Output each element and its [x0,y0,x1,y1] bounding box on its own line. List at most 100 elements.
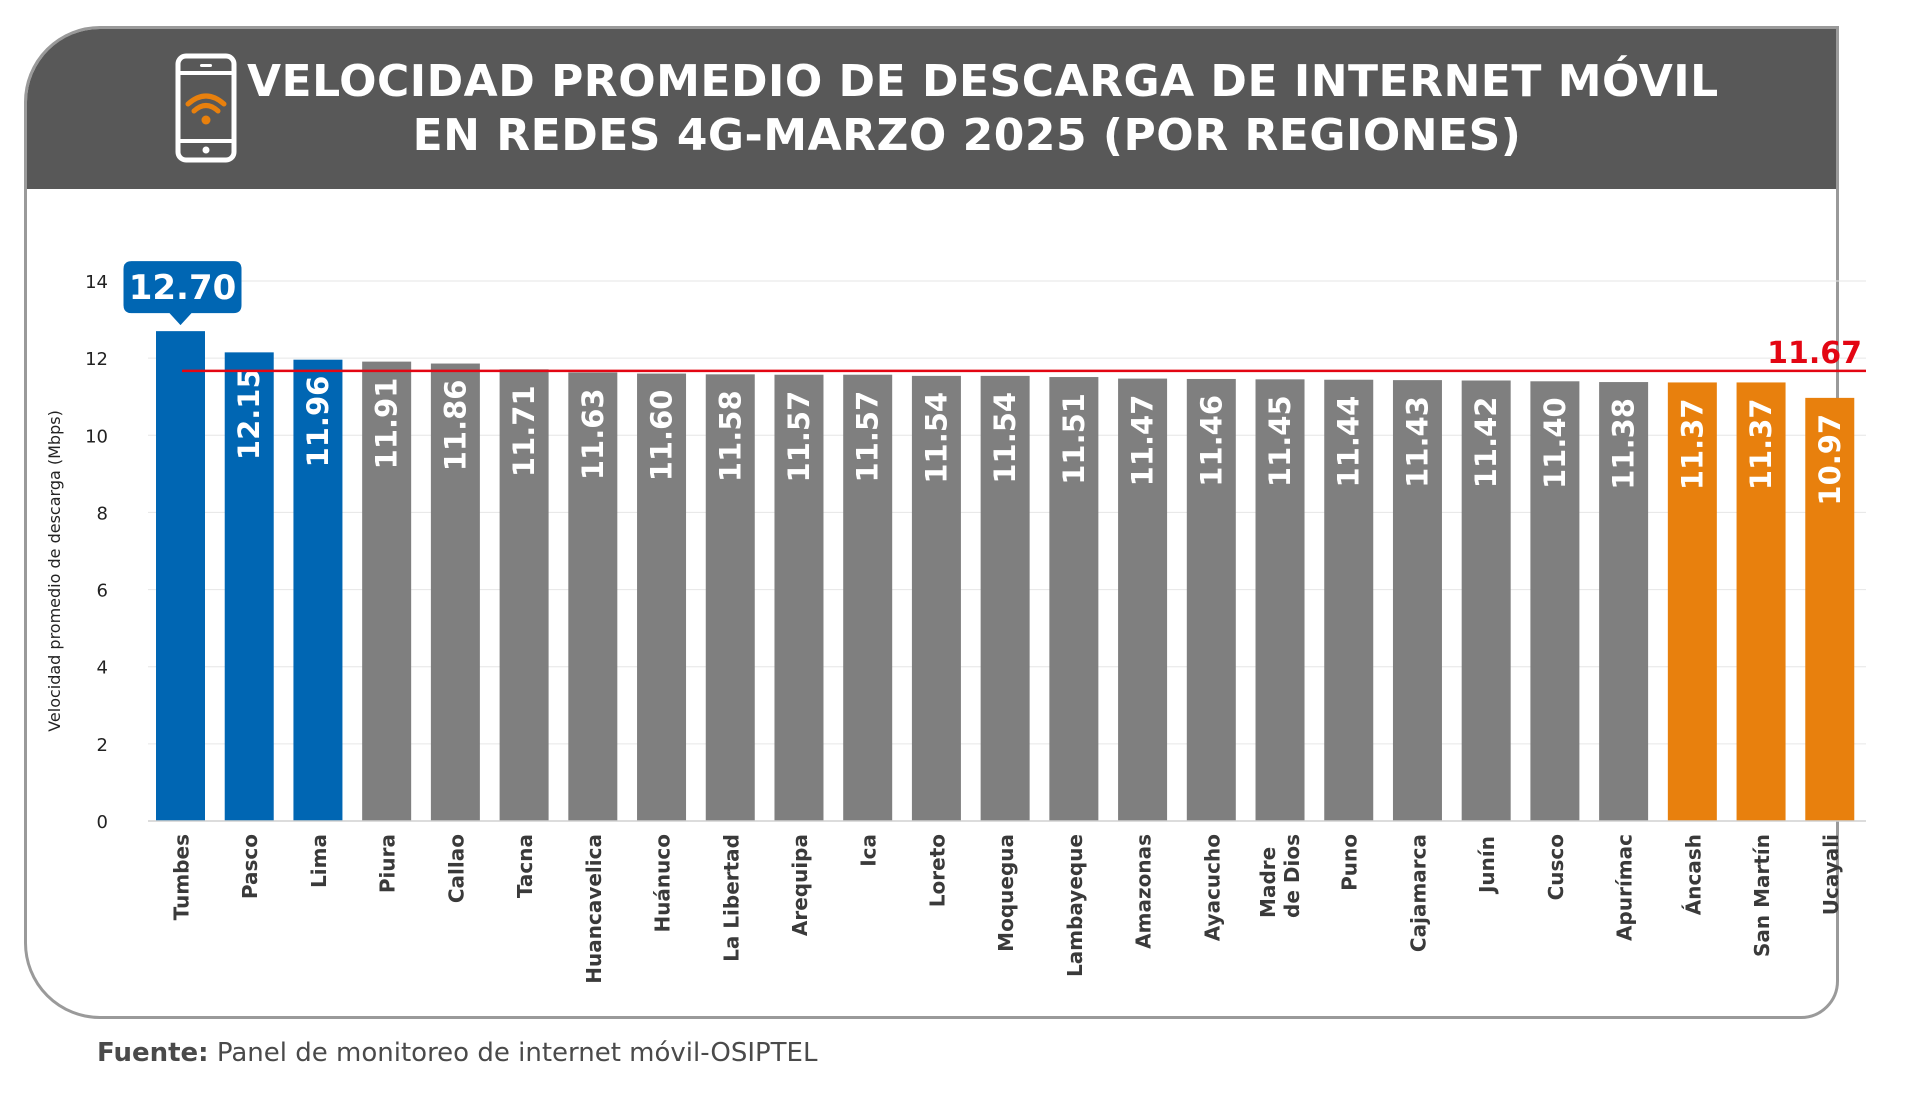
category-label: Tacna [513,834,537,898]
average-line-group: 11.67 [182,336,1866,373]
category-label: Áncash [1681,834,1705,915]
callout-group: 12.70 [123,261,242,326]
bar [568,372,618,821]
y-tick-label: 14 [85,272,108,293]
y-tick-label: 0 [97,812,108,833]
y-axis-label: Velocidad promedio de descarga (Mbps) [45,410,64,732]
y-tick-label: 2 [97,735,108,756]
bar-value-label: 11.63 [576,388,610,480]
category-label: Huánuco [651,834,675,933]
category-label: Madrede Dios [1256,834,1304,918]
bar-value-label: 11.37 [1744,398,1778,490]
category-label: Cusco [1544,834,1568,900]
y-tick-label: 4 [97,658,108,679]
category-label-line: Junín [1475,836,1499,895]
bar-value-label: 11.96 [301,376,335,468]
category-label: Ica [857,834,881,867]
bar-value-label: 11.58 [713,390,747,482]
category-label: Huancavelica [582,834,606,984]
category-label: Junín [1475,836,1499,895]
bar-value-label: 11.44 [1332,396,1366,488]
bar-value-label: 11.46 [1194,395,1228,487]
category-label-line: Tacna [513,834,537,898]
category-label: Ucayali [1819,834,1843,915]
bar [1461,380,1511,821]
category-label: Amazonas [1132,834,1156,949]
callout-value-label: 12.70 [129,268,237,308]
category-label: Loreto [925,834,949,907]
bar-value-label: 11.86 [438,380,472,472]
bar [224,352,274,821]
bar [1736,382,1786,821]
category-label-line: Tumbes [170,834,194,920]
bar-value-label: 11.71 [507,385,541,477]
category-label-line: Arequipa [788,834,812,936]
bar [1392,380,1442,821]
category-label: San Martín [1750,834,1774,957]
category-label: Pasco [238,834,262,899]
category-label: Lambayeque [1063,834,1087,977]
bars [156,331,1855,821]
bar-value-label: 11.91 [370,378,404,470]
category-label: Callao [444,834,468,903]
bar [362,361,412,821]
category-label-line: Amazonas [1132,834,1156,949]
category-label: Moquegua [994,834,1018,952]
category-label-line: Lima [307,834,331,888]
category-label: Puno [1338,834,1362,891]
title-line-2: EN REDES 4G-MARZO 2025 (POR REGIONES) [412,110,1522,161]
category-label-line: Madre [1256,847,1280,918]
bar-value-label: 11.45 [1263,395,1297,487]
category-label-line: Pasco [238,834,262,899]
category-label: Ayacucho [1200,834,1224,941]
category-label-line: Moquegua [994,834,1018,952]
source-note: Fuente: Panel de monitoreo de internet m… [97,1038,817,1068]
category-label-line: San Martín [1750,834,1774,957]
category-label-line: Ucayali [1819,834,1843,915]
category-label-line: Apurímac [1613,834,1637,941]
category-label: Cajamarca [1406,834,1430,952]
category-label-line: Puno [1338,834,1362,891]
bar-value-label: 11.47 [1126,395,1160,487]
bar-value-label: 11.43 [1400,396,1434,488]
y-tick-label: 6 [97,581,108,602]
bar [774,374,824,821]
bar [1186,378,1236,821]
category-label-line: Ayacucho [1200,834,1224,941]
category-label: Arequipa [788,834,812,936]
source-label: Fuente: [97,1038,209,1068]
bar [843,374,893,821]
category-label-line: Huánuco [651,834,675,933]
category-label-line: Piura [376,834,400,893]
bar [430,363,480,821]
bar-value-label: 10.97 [1813,414,1847,506]
bar [1324,379,1374,821]
bar [1667,382,1717,821]
bar [156,331,205,821]
bar [1599,382,1649,821]
bar-value-label: 11.57 [851,391,885,483]
category-label: Tumbes [170,834,194,920]
bar [1530,381,1580,821]
category-label-line: Huancavelica [582,834,606,984]
bar [911,375,961,821]
bar [1255,379,1305,821]
title-line-1: VELOCIDAD PROMEDIO DE DESCARGA DE INTERN… [247,56,1719,107]
phone-wifi-icon [175,53,237,163]
chart-title: VELOCIDAD PROMEDIO DE DESCARGA DE INTERN… [247,55,1719,163]
category-label-line: Cusco [1544,834,1568,900]
bar [293,359,343,821]
callout-box [123,261,242,326]
bar-value-label: 11.54 [919,392,953,484]
bar [1049,377,1099,821]
bar-value-label: 11.38 [1607,398,1641,490]
category-label: Apurímac [1613,834,1637,941]
category-label-line: Loreto [925,834,949,907]
bar-value-label: 11.37 [1675,398,1709,490]
bar-chart: 12.15 11.96 11.91 11.86 11.71 11.63 11.60 11.58… [45,261,1866,984]
bar-value-label: 11.51 [1057,393,1091,485]
bar [499,369,549,821]
source-text: Panel de monitoreo de internet móvil-OSI… [216,1038,818,1068]
y-tick-label: 10 [85,426,108,447]
category-label: Piura [376,834,400,893]
